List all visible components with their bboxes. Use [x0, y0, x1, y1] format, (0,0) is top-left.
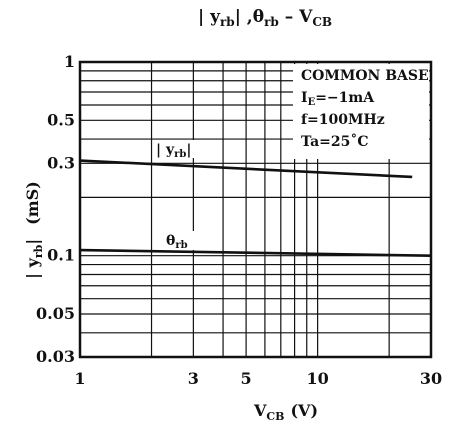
- condition-line-1: COMMON BASE: [301, 68, 429, 84]
- chart-title: | yrb| ,θrb – VCB: [198, 7, 332, 29]
- condition-line-2-tail: =−1mA: [315, 90, 375, 106]
- series-label-bg-yrb: [154, 140, 216, 158]
- series-label-theta: θrb: [166, 233, 188, 251]
- x-tick-label: 5: [241, 369, 252, 388]
- series-layer: [79, 159, 432, 258]
- title-part1-sub: rb: [220, 15, 235, 29]
- y-tick-label: 0.1: [47, 246, 75, 265]
- x-axis-label-main: V: [253, 401, 267, 420]
- title-part3: – V: [279, 7, 313, 27]
- x-axis-label-sub: CB: [266, 410, 284, 423]
- y-tick-label: 0.5: [47, 110, 75, 129]
- plot-frame: [78, 60, 433, 359]
- series-label-yrb-sub: rb: [174, 149, 186, 160]
- y-tick-label: 0.05: [36, 304, 75, 323]
- conditions-box: [293, 64, 429, 159]
- title-part2: | ,θ: [235, 7, 264, 27]
- title-part1: | y: [198, 7, 221, 27]
- x-tick-label: 1: [74, 369, 85, 388]
- x-tick-label: 30: [420, 369, 442, 388]
- condition-line-2-sub: E: [308, 97, 316, 108]
- x-tick-label: 10: [306, 369, 328, 388]
- condition-line-4: Ta=25˚C: [301, 133, 369, 150]
- tick-layer: 1 3 5 10 30 0.03 0.05 0.1 0.3 0.5 1: [36, 52, 442, 388]
- y-axis-label-main: | y: [23, 257, 42, 278]
- condition-line-3: f=100MHz: [301, 112, 385, 128]
- title-part2-sub: rb: [264, 15, 279, 29]
- y-axis-label-tail: |: [23, 239, 42, 245]
- y-axis-label-unit: (mS): [23, 181, 42, 225]
- x-tick-label: 3: [188, 369, 199, 388]
- series-label-theta-main: θ: [166, 233, 175, 249]
- series-line-yrb: [79, 159, 413, 179]
- y-tick-label: 1: [64, 52, 75, 71]
- series-label-yrb-tail: |: [186, 142, 191, 158]
- y-axis-label: | yrb| (mS): [23, 181, 45, 279]
- condition-line-2-main: I: [301, 90, 308, 106]
- y-tick-label: 0.3: [47, 153, 75, 172]
- y-axis-label-sub: rb: [32, 244, 45, 258]
- title-part3-sub: CB: [312, 15, 332, 29]
- series-label-yrb: | yrb|: [156, 142, 191, 160]
- x-axis-label: VCB (V): [253, 401, 318, 423]
- series-label-yrb-main: | y: [156, 142, 175, 158]
- condition-line-2: IE=−1mA: [301, 90, 375, 108]
- series-label-theta-sub: rb: [175, 240, 187, 251]
- y-tick-label: 0.03: [36, 347, 75, 366]
- series-label-bg-theta: [164, 231, 202, 250]
- x-axis-label-unit: (V): [290, 401, 318, 420]
- series-line-theta: [79, 248, 432, 258]
